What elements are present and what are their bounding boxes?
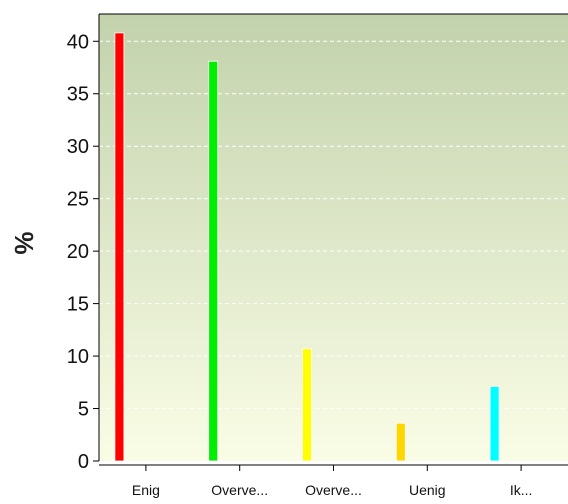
x-tick-label: Overve... bbox=[305, 482, 362, 498]
grid-lines bbox=[99, 40, 568, 410]
bars bbox=[114, 32, 500, 462]
y-tick-label: 30 bbox=[67, 136, 89, 158]
y-tick-label: 25 bbox=[67, 189, 89, 211]
y-tick-label: 10 bbox=[67, 346, 89, 368]
x-tick-label: Uenig bbox=[409, 482, 446, 498]
y-tick-label: 40 bbox=[67, 31, 89, 53]
y-tick-label: 0 bbox=[78, 451, 89, 473]
bar-5 bbox=[489, 386, 500, 462]
x-axis-ticks: Enig Overve... Overve... Uenig Ik... bbox=[132, 465, 532, 498]
x-tick-label: Overve... bbox=[211, 482, 268, 498]
bar-3 bbox=[302, 348, 312, 462]
y-tick-label: 5 bbox=[78, 399, 89, 421]
y-axis-label: % bbox=[9, 231, 39, 254]
bar-1 bbox=[114, 32, 125, 462]
bar-2 bbox=[208, 60, 219, 462]
x-tick-label: Ik... bbox=[510, 482, 533, 498]
y-tick-label: 20 bbox=[67, 241, 89, 263]
bar-4 bbox=[395, 422, 406, 462]
y-tick-label: 35 bbox=[67, 84, 89, 106]
y-axis-ticks: 0 5 10 15 20 25 30 35 40 bbox=[67, 31, 99, 473]
x-tick-label: Enig bbox=[132, 482, 160, 498]
y-tick-label: 15 bbox=[67, 294, 89, 316]
